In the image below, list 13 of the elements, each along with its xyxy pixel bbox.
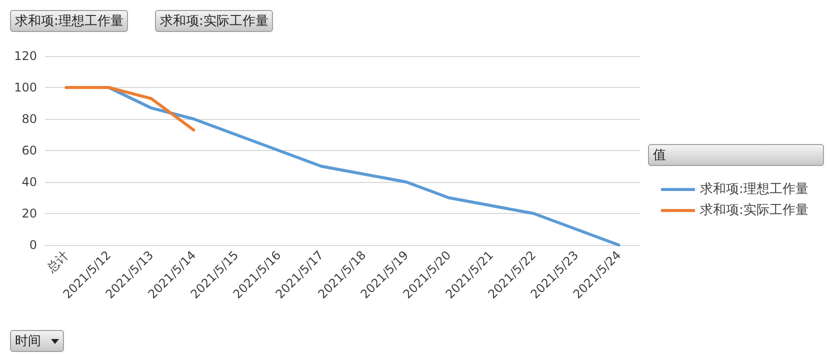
y-tick-label: 40 (22, 175, 37, 189)
legend-label: 求和项:实际工作量 (700, 203, 808, 218)
x-axis-title: 时间 (15, 333, 41, 350)
y-tick-label: 20 (22, 206, 37, 220)
text: 求和项:实际工作量 (155, 10, 274, 32)
y-tick-label: 60 (22, 144, 37, 158)
legend-label: 求和项:理想工作量 (700, 182, 808, 197)
y-tick-label: 0 (29, 238, 37, 252)
text: 求和项:理想工作量 (10, 10, 128, 32)
legend-title: 值 (648, 144, 824, 166)
y-tick-label: 80 (22, 112, 37, 126)
y-tick-label: 100 (14, 80, 37, 94)
y-tick-label: 120 (14, 49, 37, 63)
